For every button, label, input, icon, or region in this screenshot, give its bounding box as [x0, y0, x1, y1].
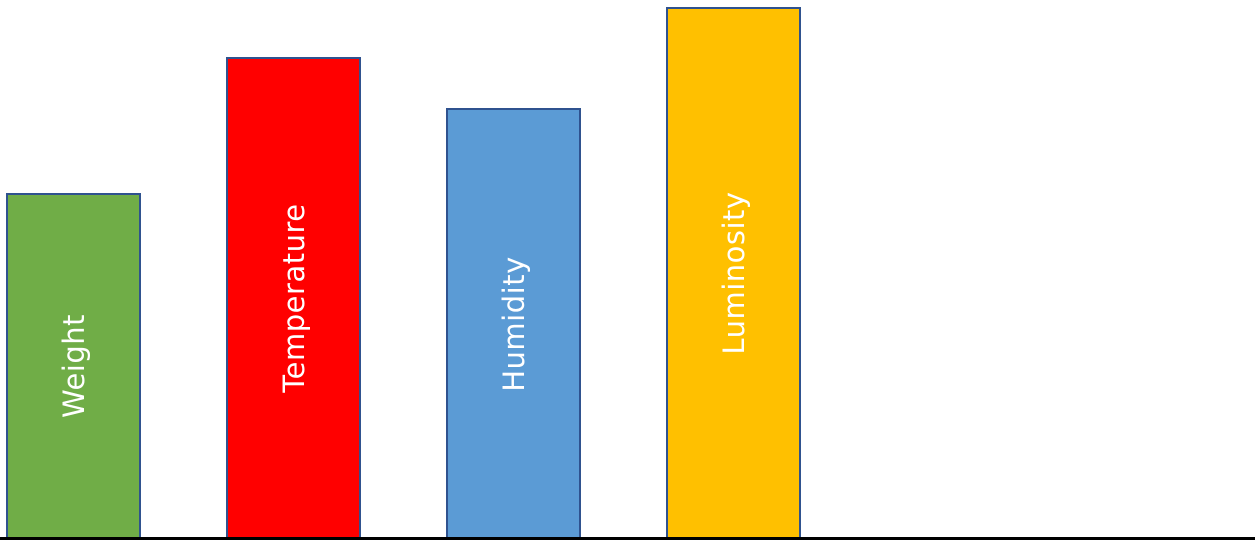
bar-humidity: Humidity: [446, 108, 581, 537]
bar-weight: Weight: [6, 193, 141, 537]
bar-label-humidity: Humidity: [496, 255, 531, 392]
baseline: [0, 537, 1255, 540]
bar-label-luminosity: Luminosity: [716, 191, 751, 355]
bar-label-temperature: Temperature: [276, 203, 311, 393]
bar-luminosity: Luminosity: [666, 7, 801, 537]
bar-label-weight: Weight: [56, 313, 91, 419]
bar-temperature: Temperature: [226, 57, 361, 537]
